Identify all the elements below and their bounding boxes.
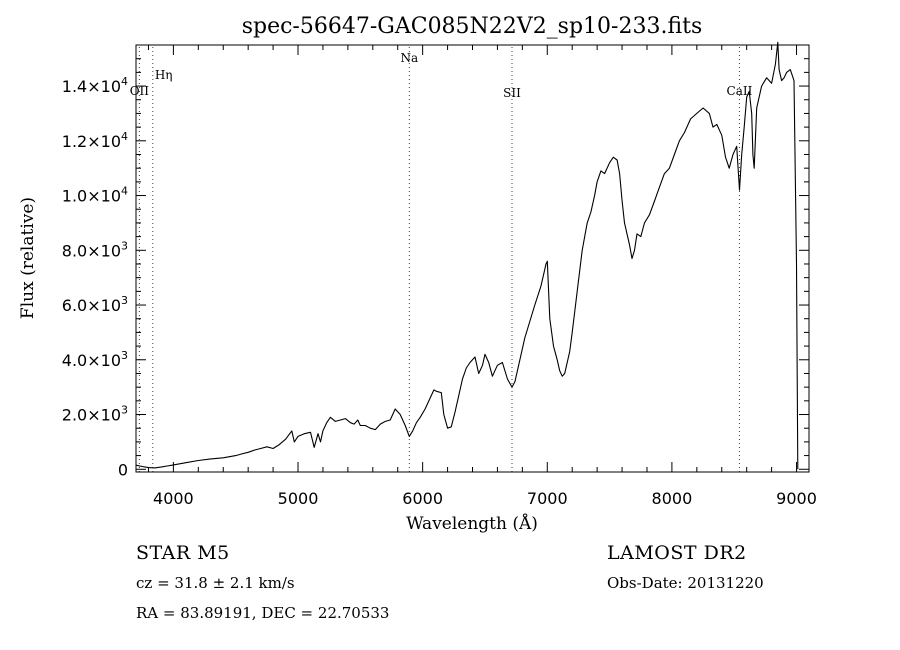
x-tick-label: 7000: [527, 489, 568, 508]
y-tick-label: 1.2×104: [62, 130, 128, 151]
x-tick-label: 9000: [776, 489, 817, 508]
plot-frame: [135, 44, 810, 473]
y-tick-label: 4.0×103: [62, 349, 128, 370]
spectral-line-label: Hη: [155, 68, 173, 82]
y-tick-label: 1.0×104: [62, 185, 128, 206]
spectral-line-label: SII: [503, 86, 521, 100]
x-tick-label: 4000: [153, 489, 194, 508]
x-tick-label: 6000: [402, 489, 443, 508]
chart-title: spec-56647-GAC085N22V2_sp10-233.fits: [242, 14, 703, 39]
x-tick-labels: 4000 5000 6000 7000 8000 9000: [153, 489, 817, 508]
spectral-line-label: CaII: [727, 84, 753, 98]
spectral-line-label: Na: [400, 51, 418, 65]
coordinates-label: RA = 83.89191, DEC = 22.70533: [136, 604, 390, 622]
y-tick-label: 8.0×103: [62, 239, 128, 260]
y-tick-label: 2.0×103: [62, 404, 128, 425]
spectral-line-label: OII: [130, 84, 150, 98]
survey-label: LAMOST DR2: [607, 542, 747, 564]
x-tick-label: 8000: [652, 489, 693, 508]
y-tick-label: 1.4×104: [62, 75, 128, 96]
axis-ticks: [136, 45, 809, 472]
obs-date-label: Obs-Date: 20131220: [607, 574, 764, 592]
y-tick-labels: 0 2.0×103 4.0×103 6.0×103 8.0×103 1.0×104 1.2×…: [62, 75, 128, 479]
x-axis-title: Wavelength (Å): [406, 513, 538, 534]
spectrum-series-line: [135, 41, 799, 470]
object-class-label: STAR M5: [136, 542, 230, 564]
y-axis-title: Flux (relative): [18, 197, 38, 319]
spectral-line-markers: Hη OII Na SII CaII: [130, 47, 753, 472]
y-tick-label: 0: [118, 460, 128, 479]
redshift-label: cz = 31.8 ± 2.1 km/s: [136, 574, 295, 592]
x-tick-label: 5000: [278, 489, 319, 508]
y-tick-label: 6.0×103: [62, 294, 128, 315]
